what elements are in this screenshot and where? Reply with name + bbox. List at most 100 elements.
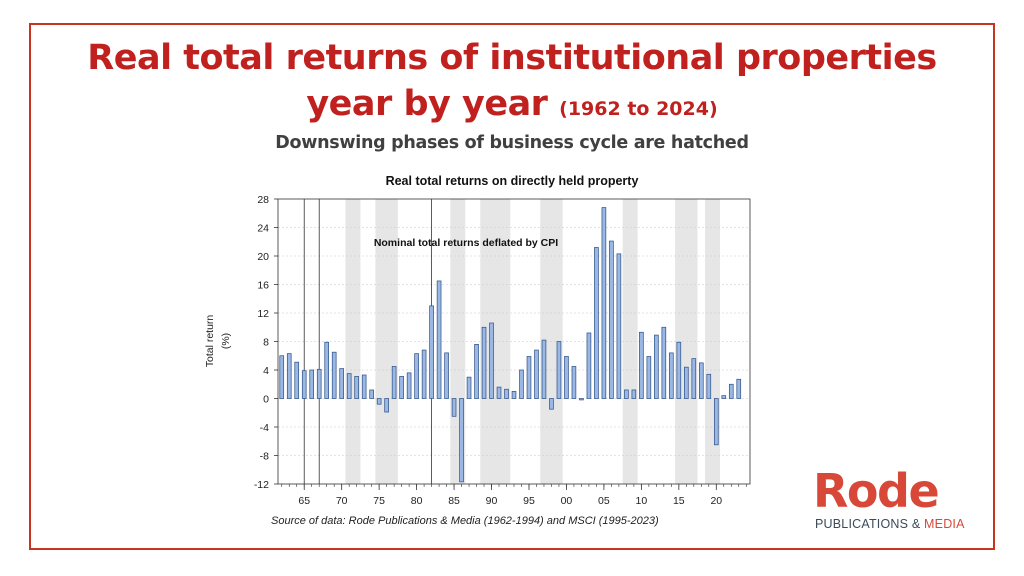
y-tick-label-7: 0 (263, 394, 269, 406)
y-tick-label-1: 24 (257, 223, 269, 235)
y-tick-label-6: 4 (263, 365, 269, 377)
bar-2017 (691, 358, 697, 399)
bar-1973 (361, 374, 367, 399)
x-tick-label-6: 95 (523, 495, 535, 507)
bar-1980 (414, 353, 419, 399)
bar-2009 (631, 389, 637, 399)
bar-1972 (354, 376, 359, 399)
x-tick-label-2: 75 (373, 495, 385, 507)
bar-1990 (489, 322, 494, 399)
bar-1984 (444, 352, 449, 399)
bar-1996 (534, 349, 539, 399)
x-tick-label-4: 85 (448, 495, 460, 507)
bar-1991 (496, 386, 502, 399)
bar-2014 (669, 352, 674, 399)
x-tick-label-5: 90 (486, 495, 498, 507)
x-tick-label-10: 15 (673, 495, 685, 507)
bar-1993 (511, 391, 517, 399)
chart-title: Real total returns on directly held prop… (386, 174, 639, 188)
bar-1981 (421, 349, 427, 399)
bar-2015 (676, 341, 682, 399)
rode-logo-wordmark: Rode (813, 464, 940, 518)
downswing-shade-0 (345, 199, 361, 484)
bar-2021 (721, 395, 727, 399)
bar-2008 (624, 389, 629, 399)
bar-1998 (549, 398, 554, 410)
bar-1965 (301, 370, 307, 399)
rode-logo-subline: PUBLICATIONS & MEDIA (815, 517, 965, 531)
bar-2002 (579, 398, 584, 401)
x-tick-label-1: 70 (336, 495, 348, 507)
slide-title-line2: year by year (1962 to 2024) (0, 82, 1024, 131)
bar-1988 (474, 344, 479, 399)
y-tick-label-4: 12 (257, 308, 269, 320)
bar-2003 (586, 332, 592, 399)
bar-2007 (616, 253, 622, 399)
bar-1970 (339, 368, 344, 399)
bar-1977 (391, 366, 397, 399)
y-tick-label-0: 28 (257, 194, 269, 206)
bar-2023 (736, 378, 742, 399)
x-tick-label-3: 80 (411, 495, 423, 507)
bar-2005 (601, 207, 607, 399)
bar-2013 (661, 326, 667, 399)
y-tick-label-10: -12 (254, 479, 269, 491)
bar-2012 (654, 334, 659, 399)
slide-title-main: year by year (306, 84, 548, 124)
bar-1992 (504, 388, 509, 399)
bar-2010 (639, 331, 644, 399)
bar-2018 (699, 362, 704, 399)
bar-1967 (316, 368, 322, 399)
bar-2004 (594, 247, 599, 399)
bar-1979 (406, 372, 412, 399)
bar-1966 (309, 369, 315, 399)
y-tick-label-9: -8 (260, 451, 269, 463)
bar-2016 (684, 366, 689, 399)
x-tick-label-9: 10 (636, 495, 648, 507)
bar-1974 (369, 389, 374, 399)
x-tick-label-11: 20 (710, 495, 722, 507)
y-tick-label-3: 16 (257, 280, 269, 292)
logo-sub-accent: MEDIA (924, 517, 965, 531)
y-axis-label-line2: (%) (220, 333, 232, 349)
bar-1999 (556, 341, 562, 399)
bar-2006 (609, 240, 614, 399)
bar-2022 (728, 383, 734, 399)
x-tick-label-8: 05 (598, 495, 610, 507)
bar-1997 (541, 339, 547, 399)
bar-1995 (526, 356, 532, 399)
y-tick-label-5: 8 (263, 337, 269, 349)
y-tick-label-2: 20 (257, 251, 269, 263)
bar-1963 (286, 353, 292, 399)
slide-subtitle: Downswing phases of business cycle are h… (275, 133, 749, 153)
bar-2011 (646, 356, 652, 399)
bar-1975 (376, 398, 382, 405)
bar-1986 (459, 398, 464, 483)
bar-1971 (346, 373, 352, 399)
slide-title-years: (1962 to 2024) (559, 98, 718, 120)
bar-1982 (429, 305, 434, 399)
bar-1987 (466, 376, 472, 399)
bar-1969 (331, 351, 337, 399)
x-tick-label-7: 00 (561, 495, 573, 507)
bar-1964 (294, 361, 300, 399)
bar-1968 (324, 341, 329, 399)
logo-sub-main: PUBLICATIONS & (815, 517, 925, 531)
chart-annotation: Nominal total returns deflated by CPI (374, 237, 558, 249)
bar-2001 (571, 366, 577, 399)
slide-title-line1: Real total returns of institutional prop… (87, 38, 937, 78)
bar-2000 (564, 356, 569, 399)
bar-1983 (436, 280, 442, 399)
x-tick-label-0: 65 (298, 495, 310, 507)
bar-2020 (713, 398, 719, 446)
slide-frame (29, 23, 995, 550)
bar-1976 (384, 398, 389, 413)
bar-1994 (519, 369, 524, 399)
bar-2019 (706, 373, 712, 399)
bar-1962 (279, 355, 285, 399)
y-axis-label-line1: Total return (204, 315, 216, 368)
data-source-note: Source of data: Rode Publications & Medi… (271, 515, 659, 527)
bar-1989 (481, 326, 487, 399)
bar-1978 (399, 376, 404, 399)
